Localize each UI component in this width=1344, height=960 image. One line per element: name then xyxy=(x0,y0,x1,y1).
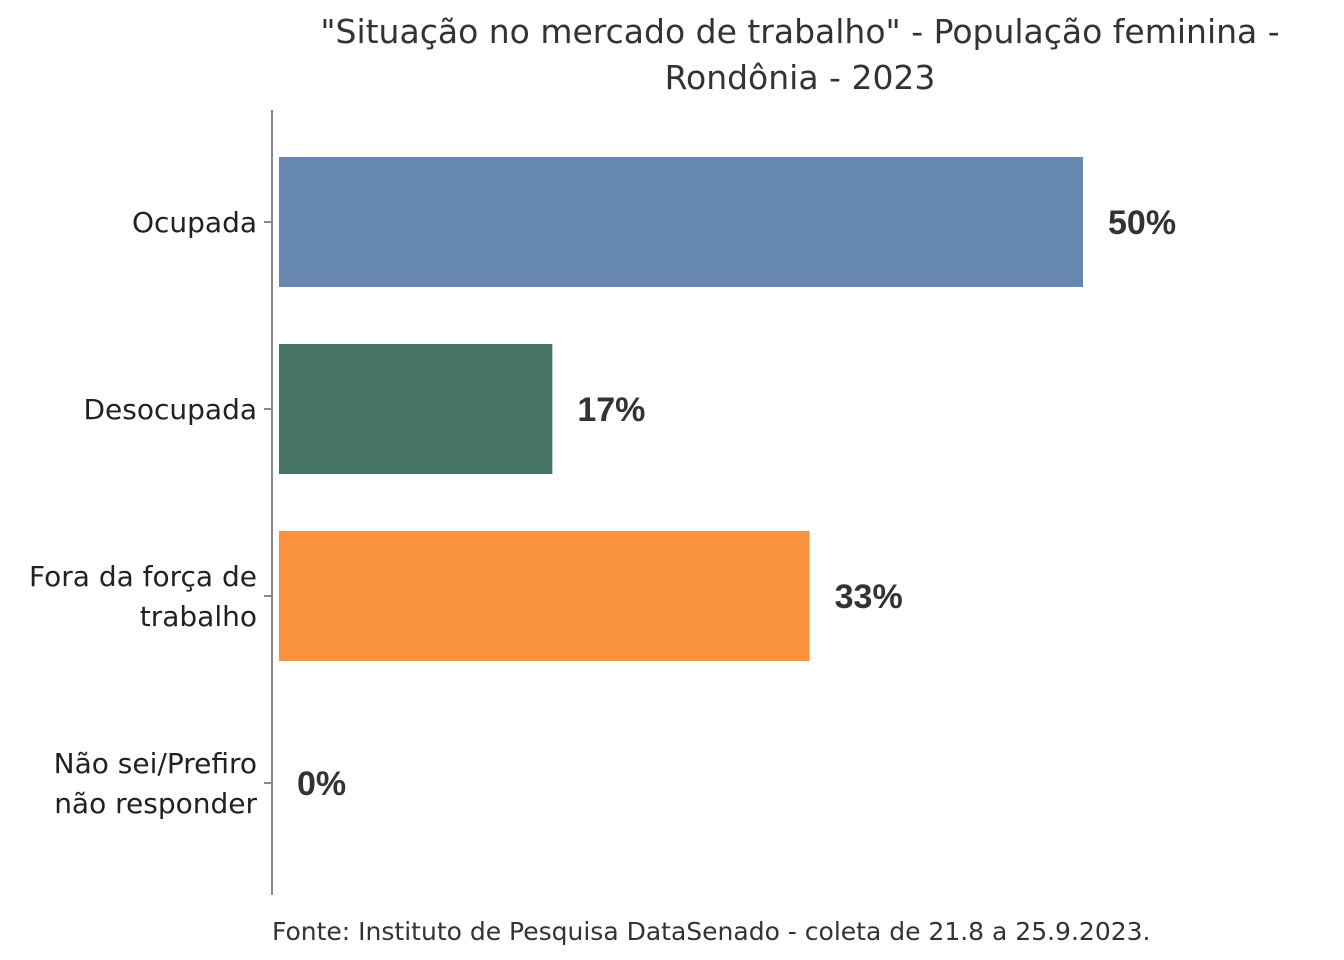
category-labels: Ocupada Desocupada Fora da força de trabalh… xyxy=(29,206,272,820)
category-label-line: Fora da força de xyxy=(29,560,257,593)
chart-title-line: Rondônia - 2023 xyxy=(665,58,936,97)
category-label-line: Ocupada xyxy=(132,206,257,239)
bars-group xyxy=(279,157,1083,661)
category-label-line: Não sei/Prefiro xyxy=(54,747,257,780)
category-label-line: Desocupada xyxy=(83,393,257,426)
category-label: Não sei/Prefiro não responder xyxy=(54,747,258,820)
value-label: 0% xyxy=(297,765,346,803)
value-labels: 50% 17% 33% 0% xyxy=(297,204,1176,803)
value-label: 17% xyxy=(577,391,645,429)
bar xyxy=(279,531,810,661)
source-note: Fonte: Instituto de Pesquisa DataSenado … xyxy=(272,917,1150,946)
chart-title: "Situação no mercado de trabalho" - Popu… xyxy=(320,12,1279,97)
category-label: Desocupada xyxy=(83,393,257,426)
chart-title-line: "Situação no mercado de trabalho" - Popu… xyxy=(320,12,1279,51)
bar xyxy=(279,344,553,474)
category-label: Fora da força de trabalho xyxy=(29,560,257,633)
value-label: 50% xyxy=(1108,204,1176,242)
value-label: 33% xyxy=(835,578,903,616)
category-label-line: não responder xyxy=(54,787,257,820)
category-label-line: trabalho xyxy=(140,600,257,633)
bar xyxy=(279,157,1083,287)
category-label: Ocupada xyxy=(132,206,257,239)
